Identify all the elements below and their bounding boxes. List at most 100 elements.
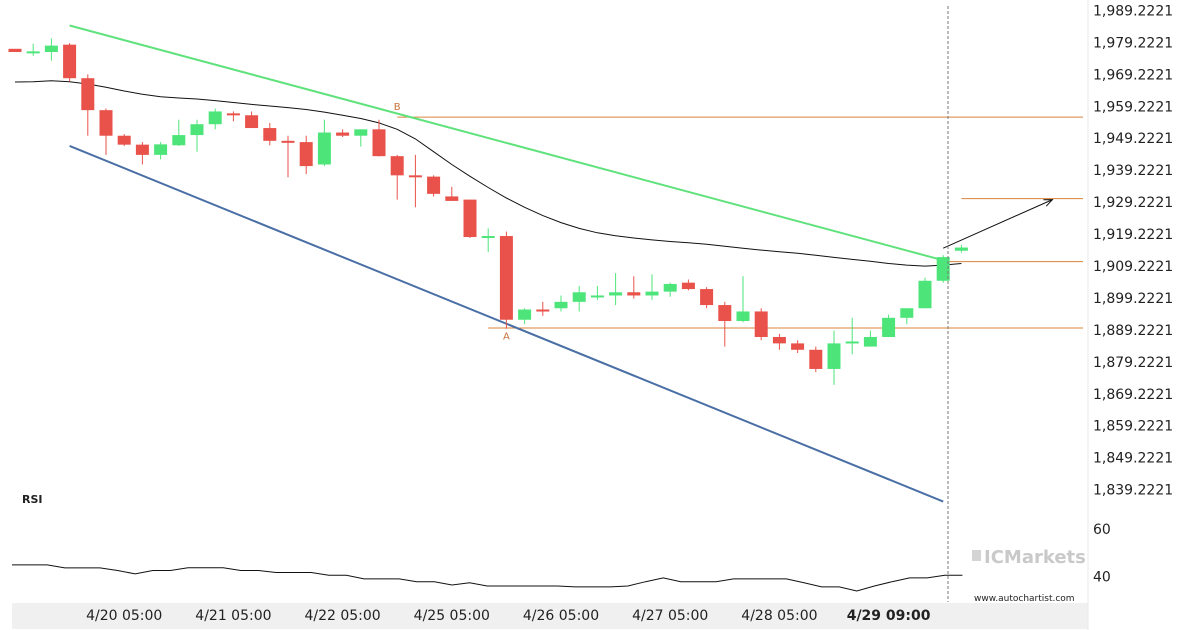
candle-body bbox=[299, 142, 313, 167]
candle-body bbox=[845, 341, 859, 344]
candle bbox=[63, 43, 77, 82]
price-tick-label: 1,989.2221 bbox=[1093, 3, 1173, 19]
moving-average bbox=[14, 80, 962, 267]
price-tick-label: 1,869.2221 bbox=[1093, 387, 1173, 403]
candle bbox=[736, 276, 750, 323]
candle-body bbox=[208, 111, 222, 125]
price-tick-label: 1,929.2221 bbox=[1093, 195, 1173, 211]
candle-body bbox=[317, 132, 331, 165]
candle-body bbox=[791, 343, 805, 350]
candle bbox=[518, 308, 532, 325]
candle-body bbox=[372, 129, 386, 157]
candle-body bbox=[354, 129, 368, 136]
candle-body bbox=[809, 349, 823, 369]
candle-body bbox=[263, 128, 277, 141]
candle-body bbox=[518, 309, 532, 320]
price-axis-ticks: 1,989.2221 1,979.2221 1,969.2221 1,959.2221… bbox=[1093, 3, 1173, 498]
candle bbox=[427, 175, 441, 197]
candle bbox=[190, 119, 204, 152]
candle-body bbox=[135, 144, 149, 155]
candle-body bbox=[772, 336, 786, 344]
candle bbox=[245, 111, 259, 129]
candle-body bbox=[900, 308, 914, 318]
candle-body bbox=[390, 156, 404, 176]
candle bbox=[463, 199, 477, 238]
candle-body bbox=[8, 48, 22, 53]
candle bbox=[317, 119, 331, 167]
candle-body bbox=[117, 135, 131, 145]
time-tick-label: 4/20 05:00 bbox=[86, 608, 162, 624]
upper-trend-line bbox=[69, 24, 944, 262]
rsi-title: RSI bbox=[22, 493, 43, 506]
candle bbox=[536, 301, 550, 316]
candle-body bbox=[226, 113, 240, 116]
candles bbox=[8, 38, 968, 385]
candle bbox=[26, 43, 40, 56]
candle bbox=[408, 154, 422, 208]
candle bbox=[772, 333, 786, 350]
price-tick-label: 1,949.2221 bbox=[1093, 131, 1173, 147]
candle bbox=[954, 244, 968, 253]
time-tick-label: 4/25 05:00 bbox=[414, 608, 490, 624]
candle-body bbox=[754, 311, 768, 337]
candle-body bbox=[645, 291, 659, 296]
time-axis-background bbox=[12, 603, 1088, 629]
candle bbox=[44, 38, 58, 61]
pivot-label: A bbox=[503, 332, 510, 343]
candle-body bbox=[554, 301, 568, 309]
price-tick-label: 1,849.2221 bbox=[1093, 451, 1173, 467]
candle bbox=[609, 273, 623, 306]
candle-body bbox=[190, 124, 204, 136]
price-tick-label: 1,889.2221 bbox=[1093, 323, 1173, 339]
candle bbox=[117, 134, 131, 146]
candle bbox=[754, 308, 768, 341]
candle bbox=[208, 108, 222, 130]
resistance-levels bbox=[397, 116, 1083, 329]
rsi-tick-label: 60 bbox=[1093, 522, 1111, 538]
candle bbox=[627, 276, 641, 299]
candle bbox=[263, 122, 277, 146]
time-tick-label: 4/21 05:00 bbox=[195, 608, 271, 624]
price-tick-label: 1,969.2221 bbox=[1093, 67, 1173, 83]
candle-body bbox=[863, 336, 877, 347]
forecast-arrow-line bbox=[942, 199, 1053, 249]
candle bbox=[481, 228, 495, 253]
candle bbox=[226, 111, 240, 122]
candle bbox=[645, 274, 659, 300]
candle bbox=[499, 231, 513, 329]
candle-body bbox=[590, 295, 604, 298]
price-panel: BA bbox=[8, 24, 1083, 503]
price-tick-label: 1,879.2221 bbox=[1093, 355, 1173, 371]
candle bbox=[809, 346, 823, 373]
candle bbox=[135, 142, 149, 165]
watermark: ICMarkets www.autochartist.com bbox=[972, 547, 1086, 604]
rsi-tick-label: 40 bbox=[1093, 569, 1111, 585]
candle bbox=[154, 142, 168, 160]
candle-body bbox=[245, 115, 259, 129]
candle-body bbox=[81, 78, 95, 111]
time-tick-label: 4/28 05:00 bbox=[741, 608, 817, 624]
candle bbox=[663, 282, 677, 297]
candle bbox=[791, 340, 805, 353]
candle-body bbox=[536, 309, 550, 312]
candle-body bbox=[882, 317, 896, 337]
candle bbox=[936, 255, 950, 283]
candle-body bbox=[99, 110, 113, 136]
time-tick-label: 4/26 05:00 bbox=[523, 608, 599, 624]
candle bbox=[299, 135, 313, 175]
candle-body bbox=[918, 280, 932, 309]
candle-body bbox=[63, 44, 77, 79]
candle bbox=[445, 186, 459, 201]
price-tick-label: 1,899.2221 bbox=[1093, 291, 1173, 307]
candle-body bbox=[481, 236, 495, 239]
candle-body bbox=[499, 236, 513, 320]
candle-body bbox=[445, 196, 459, 201]
rsi-line bbox=[12, 564, 963, 592]
candle-body bbox=[26, 51, 40, 54]
candle-body bbox=[936, 257, 950, 281]
candle bbox=[172, 119, 186, 146]
candle-body bbox=[954, 247, 968, 251]
candle-body bbox=[700, 289, 714, 306]
